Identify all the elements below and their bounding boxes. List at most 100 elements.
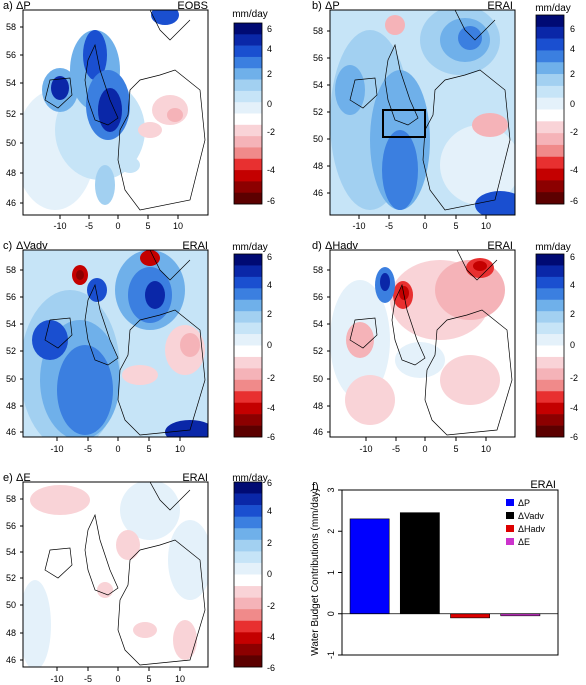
panel-e-xtick-m5: -5 xyxy=(84,674,92,684)
colorbar-swatch xyxy=(536,180,564,193)
panel-b-source: ERAI xyxy=(487,0,513,12)
panel-a-axis: 58 56 54 52 50 48 46 -10 -5 0 5 10 xyxy=(6,22,183,231)
panel-e-xtick-10: 10 xyxy=(175,674,185,684)
panel-b-ytick-58: 58 xyxy=(313,26,323,36)
colorbar-swatch xyxy=(234,158,262,171)
panel-e-ytick-56: 56 xyxy=(6,521,16,531)
panel-c-var: ΔVadv xyxy=(16,240,48,252)
panel-b-ytick-52: 52 xyxy=(313,107,323,117)
colorbar-swatch xyxy=(234,597,262,610)
colorbar-swatch xyxy=(234,574,262,587)
panel-c-xtick-10: 10 xyxy=(175,444,185,454)
colorbar-a-tick-2: 2 xyxy=(267,69,272,79)
panel-c-ytick-52: 52 xyxy=(6,346,16,356)
panel-d-axis: 58 56 54 52 50 48 46 -10 -5 0 5 10 xyxy=(313,265,491,454)
colorbar-swatch xyxy=(536,62,564,75)
bar-2 xyxy=(450,613,490,619)
colorbar-swatch xyxy=(536,379,564,392)
colorbar-border xyxy=(535,253,565,438)
colorbar-swatch xyxy=(536,276,564,289)
colorbar-swatch xyxy=(234,147,262,160)
colorbar-e-tick-4: 4 xyxy=(267,506,272,516)
colorbar-swatch xyxy=(536,50,564,63)
colorbar-a-tick-m4: -4 xyxy=(267,165,275,175)
panel-b-ytick-56: 56 xyxy=(313,53,323,63)
panel-e: e) ΔE ERAI 58 56 xyxy=(3,472,209,684)
colorbar-swatch xyxy=(234,276,262,289)
panel-b-xtick-m5: -5 xyxy=(385,221,393,231)
colorbar-swatch xyxy=(536,192,564,205)
panel-d-ytick-58: 58 xyxy=(313,265,323,275)
colorbar-swatch xyxy=(234,288,262,301)
colorbar-b-tick-m6: -6 xyxy=(570,196,578,206)
colorbar-swatch xyxy=(234,528,262,541)
colorbar-swatch xyxy=(536,254,564,266)
panel-a-ytick-56: 56 xyxy=(6,50,16,60)
colorbar-swatch xyxy=(536,311,564,323)
colorbar-swatch xyxy=(536,156,564,169)
colorbar-swatch xyxy=(234,79,262,92)
colorbar-swatch xyxy=(234,402,262,415)
colorbar-swatch xyxy=(536,265,564,278)
colorbar-c-tick-6: 6 xyxy=(267,252,272,262)
colorbar-swatch xyxy=(536,322,564,335)
panel-e-axis: 58 56 54 52 50 48 46 -10 -5 0 5 10 xyxy=(6,494,185,684)
colorbar-swatch xyxy=(234,311,262,323)
colorbar-swatch xyxy=(234,68,262,80)
colorbar-a-tick-0: 0 xyxy=(267,99,272,109)
panel-d-field xyxy=(330,250,515,437)
panel-a-ytick-46: 46 xyxy=(6,198,16,208)
colorbar-swatch xyxy=(234,516,262,529)
panel-e-letter: e) xyxy=(3,472,13,484)
colorbar-e-tick-m2: -2 xyxy=(267,601,275,611)
panel-b-axis: 58 56 54 52 50 48 46 -10 -5 0 5 10 xyxy=(313,26,491,231)
colorbar-c-tick-0: 0 xyxy=(267,340,272,350)
panel-b-xtick-m10: -10 xyxy=(352,221,365,231)
colorbar-a-tick-4: 4 xyxy=(267,44,272,54)
panel-c-xtick-m5: -5 xyxy=(84,444,92,454)
colorbar-swatch xyxy=(536,391,564,403)
colorbar-swatch xyxy=(234,391,262,403)
colorbar-d: mm/day 6 4 2 0 -2 -4 -6 xyxy=(535,242,578,442)
colorbar-swatch xyxy=(234,539,262,552)
colorbar-swatch xyxy=(234,345,262,358)
panel-b-ytick-50: 50 xyxy=(313,134,323,144)
colorbar-d-tick-6: 6 xyxy=(570,252,575,262)
colorbar-swatch xyxy=(234,609,262,622)
colorbar-swatch xyxy=(536,38,564,51)
colorbar-a-tick-6: 6 xyxy=(267,24,272,34)
panel-a-source: EOBS xyxy=(177,0,208,12)
panel-a-ytick-52: 52 xyxy=(6,109,16,119)
colorbar-b-tick-6: 6 xyxy=(570,24,575,34)
colorbar-swatch xyxy=(234,113,262,126)
panel-d-source: ERAI xyxy=(487,240,513,252)
colorbar-border xyxy=(535,14,565,205)
panel-f-title: ERAI xyxy=(530,479,556,491)
panel-c-letter: c) xyxy=(3,240,12,252)
legend-label-dhadv: ΔHadv xyxy=(518,524,546,534)
colorbar-b-unit: mm/day xyxy=(535,3,571,14)
panel-b-letter: b) xyxy=(312,0,322,12)
panel-a-var: ΔP xyxy=(16,0,31,12)
colorbar-swatch xyxy=(234,299,262,312)
colorbar-e-tick-m6: -6 xyxy=(267,663,275,673)
panel-d-xtick-10: 10 xyxy=(481,444,491,454)
panel-d-xtick-m10: -10 xyxy=(359,444,372,454)
colorbar-swatch xyxy=(234,265,262,278)
colorbar-swatch xyxy=(234,192,262,205)
colorbar-swatch xyxy=(536,402,564,415)
colorbar-swatch xyxy=(234,505,262,517)
bar-0 xyxy=(349,518,390,615)
colorbar-border xyxy=(233,481,263,668)
colorbar-swatch xyxy=(536,97,564,110)
panel-e-ytick-52: 52 xyxy=(6,573,16,583)
panel-b-region-box xyxy=(382,109,426,138)
bar-y-axis: 3 2 1 0 -1 xyxy=(326,487,558,659)
colorbar-swatch xyxy=(234,45,262,58)
colorbar-e-tick-m4: -4 xyxy=(267,632,275,642)
panel-c-ytick-58: 58 xyxy=(6,265,16,275)
panel-d-letter: d) xyxy=(312,240,322,252)
panel-d-ytick-56: 56 xyxy=(313,292,323,302)
panel-e-ytick-54: 54 xyxy=(6,547,16,557)
